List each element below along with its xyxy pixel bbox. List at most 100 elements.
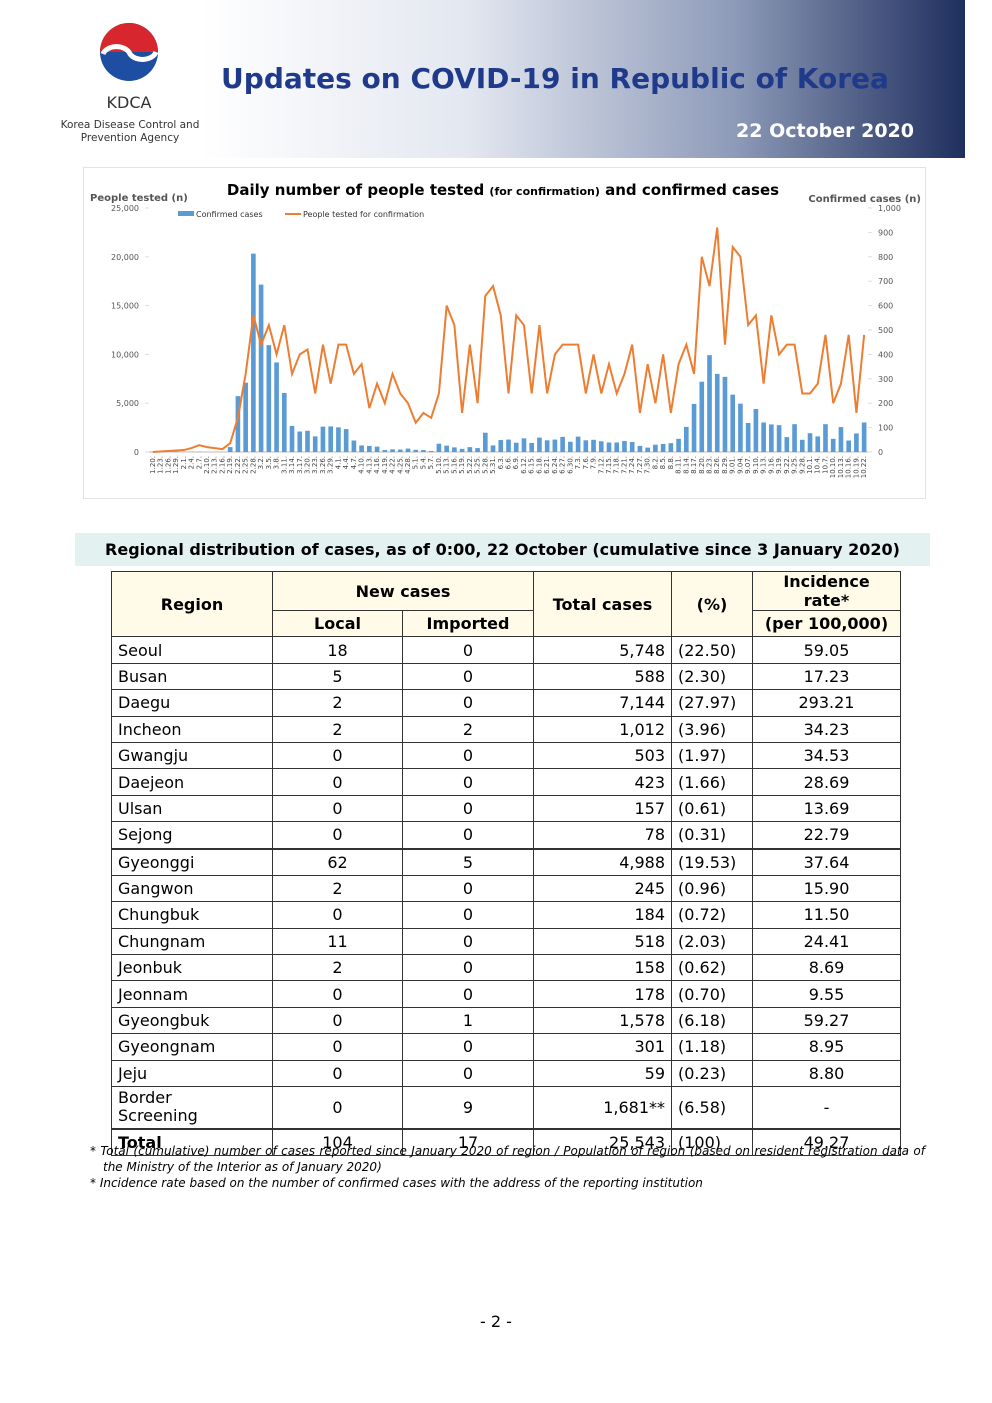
cell: 0 <box>402 1033 534 1061</box>
y-tick-label: 25,000 <box>111 204 139 213</box>
cell: 7,144 <box>533 689 672 717</box>
bar <box>660 443 666 452</box>
region-name: Gangwon <box>118 879 194 899</box>
cell: 0 <box>272 901 403 929</box>
bar <box>374 446 380 452</box>
x-tick-label: 3.11. <box>280 456 288 474</box>
cell: 423 <box>533 768 672 796</box>
bar <box>529 442 535 452</box>
y2-tick-label: 300 <box>878 375 893 384</box>
cell: 78 <box>533 821 672 850</box>
cell: (0.62) <box>671 954 753 982</box>
x-tick-label: 4.4. <box>342 456 350 469</box>
row: Sejong 0 0 78 (0.31) 22.79 <box>111 821 901 850</box>
x-tick-label: 4.7. <box>350 456 358 469</box>
x-tick-label: 5.13. <box>443 456 451 474</box>
y2-tick-label: 400 <box>878 350 893 359</box>
x-tick-label: 3.29. <box>327 456 335 474</box>
cell: 18 <box>272 636 403 664</box>
cell: 34.53 <box>752 741 901 770</box>
note: * Total (cumulative) number of cases rep… <box>90 1144 925 1174</box>
y2-tick-label: 0 <box>878 448 883 457</box>
cell: Chungbuk <box>111 901 273 929</box>
x-tick-label: 5.19. <box>458 456 466 474</box>
x-tick-label: 6.9. <box>512 456 520 469</box>
logo: KDCA Korea Disease Control and Preventio… <box>61 23 199 144</box>
bar <box>598 441 604 452</box>
x-tick-label: 1.20. <box>149 456 157 474</box>
x-tick-label: 8.14. <box>682 456 690 474</box>
region-name: Chungbuk <box>118 905 200 925</box>
region-name: Daejeon <box>118 772 185 792</box>
bar <box>266 345 272 452</box>
x-tick-label: 3.23. <box>311 456 319 474</box>
bar <box>714 373 720 452</box>
x-tick-label: 3.8. <box>273 456 281 469</box>
x-tick-label: 10.10. <box>829 456 837 478</box>
cell: 0 <box>272 1033 403 1061</box>
cell: (19.53) <box>671 848 753 876</box>
cell: Total <box>111 1127 273 1156</box>
bar <box>405 448 411 452</box>
bar <box>336 427 341 452</box>
bar <box>676 438 681 452</box>
cell: 13.69 <box>752 794 901 823</box>
bar <box>745 422 751 452</box>
region-name: Gyeongbuk <box>118 1011 210 1031</box>
cell: 59 <box>533 1059 672 1088</box>
cell: 0 <box>272 794 403 823</box>
cell: 0 <box>272 980 403 1008</box>
header-cell: Incidence rate* <box>752 571 901 611</box>
cell: 157 <box>533 794 672 823</box>
x-tick-label: 5.7. <box>427 456 435 469</box>
region-name: Total <box>118 1132 162 1152</box>
cell: 28.69 <box>752 768 901 796</box>
x-tick-label: 10.19. <box>852 456 860 478</box>
x-tick-label: 2.19. <box>226 456 234 474</box>
bar <box>560 436 565 452</box>
bar <box>629 441 635 452</box>
org-full: Prevention Agency <box>81 132 179 144</box>
x-tick-label: 5.1. <box>412 456 420 469</box>
y2-tick-label: 800 <box>878 253 893 262</box>
x-tick-label: 3.17. <box>296 456 304 474</box>
cell: 2 <box>402 715 534 743</box>
cell: 104 <box>272 1127 403 1156</box>
bar <box>498 440 504 452</box>
region-name: Chungnam <box>118 931 206 951</box>
cell: 9 <box>402 1086 534 1130</box>
cell: Gwangju <box>111 741 273 770</box>
cell: (2.30) <box>671 662 753 691</box>
cell: (0.31) <box>671 821 753 850</box>
page-number: - 2 - <box>480 1312 512 1331</box>
x-tick-label: 1.26. <box>164 456 172 474</box>
cell: 1 <box>402 1006 534 1035</box>
bar <box>683 426 689 452</box>
x-tick-label: 8.2. <box>651 456 659 469</box>
cell: 2 <box>272 874 403 903</box>
cell: 293.21 <box>752 689 901 717</box>
bar <box>575 436 581 452</box>
cell: 0 <box>272 821 403 850</box>
row: Gangwon 2 0 245 (0.96) 15.90 <box>111 874 901 903</box>
cell: (0.61) <box>671 794 753 823</box>
cell: Gyeonggi <box>111 848 273 876</box>
cell: 0 <box>402 689 534 717</box>
cell: 0 <box>402 768 534 796</box>
bar <box>467 447 473 452</box>
bar <box>568 441 573 452</box>
x-tick-label: 9.19. <box>775 456 783 474</box>
row: Local Imported (per 100,000) <box>112 609 901 638</box>
region-name: Jeju <box>118 1063 148 1083</box>
y2-tick-label: 900 <box>878 228 893 237</box>
region-name: Gwangju <box>118 746 189 766</box>
cell: 17.23 <box>752 662 901 691</box>
x-tick-label: 9.22. <box>783 456 791 474</box>
bar <box>645 447 650 452</box>
bar <box>521 438 527 452</box>
cell: 0 <box>402 901 534 929</box>
cell: 0 <box>272 768 403 796</box>
region-name: Daegu <box>118 693 171 713</box>
cell: 8.80 <box>752 1059 901 1088</box>
